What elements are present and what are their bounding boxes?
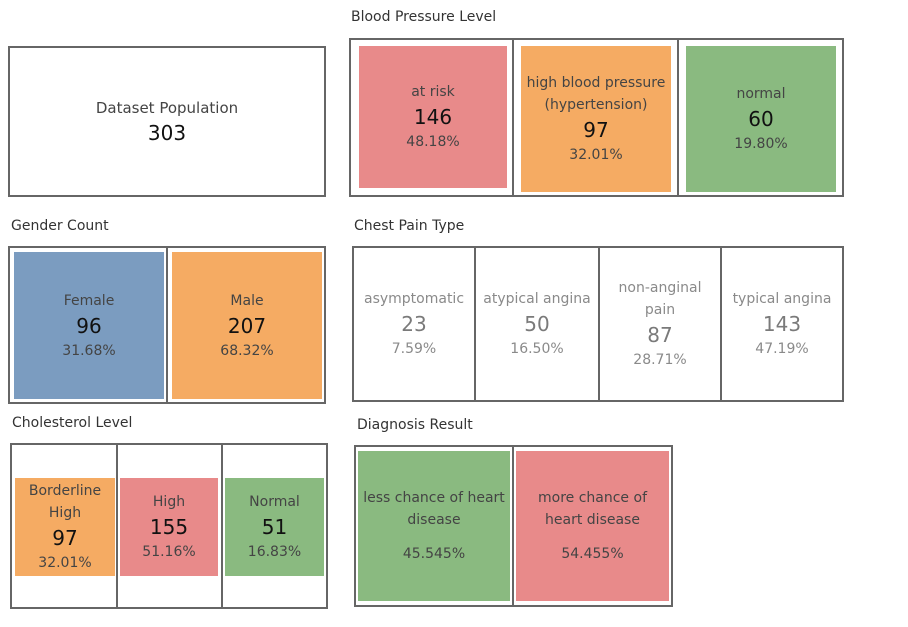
divider	[598, 248, 600, 400]
chest-pain-typical-cell[interactable]: typical angina 143 47.19%	[722, 248, 842, 400]
diagnosis-label: less chance of heart disease	[363, 490, 505, 528]
cholesterol-percent: 32.01%	[38, 555, 92, 571]
bp-label: high blood pressure (hypertension)	[526, 75, 666, 113]
cholesterol-percent: 16.83%	[247, 544, 302, 560]
bp-percent: 19.80%	[734, 136, 788, 152]
bp-normal-cell[interactable]: normal 60 19.80%	[686, 46, 836, 192]
divider	[221, 445, 223, 607]
cholesterol-value: 51	[261, 515, 288, 539]
divider	[677, 40, 679, 195]
gender-male-cell[interactable]: Male 207 68.32%	[172, 252, 322, 399]
chest-pain-percent: 16.50%	[510, 341, 564, 357]
chest-pain-label: atypical angina	[483, 291, 591, 307]
diagnosis-percent: 54.455%	[561, 546, 624, 562]
bp-label: at risk	[411, 84, 455, 100]
chest-pain-value: 87	[647, 323, 673, 347]
cholesterol-high-cell[interactable]: High 155 51.16%	[120, 478, 218, 576]
bp-value: 60	[748, 107, 774, 131]
diagnosis-percent: 45.545%	[402, 546, 466, 562]
divider	[166, 248, 168, 402]
chest-pain-asymptomatic-cell[interactable]: asymptomatic 23 7.59%	[354, 248, 474, 400]
chest-pain-label: typical angina	[732, 291, 832, 307]
diagnosis-panel: less chance of heart disease 45.545% mor…	[354, 445, 673, 607]
blood-pressure-title: Blood Pressure Level	[351, 9, 497, 25]
diagnosis-label: more chance of heart disease	[538, 490, 647, 528]
blood-pressure-panel: at risk 146 48.18% high blood pressure (…	[349, 38, 844, 197]
bp-label: normal	[736, 86, 786, 102]
cholesterol-label: Normal	[249, 494, 300, 510]
cholesterol-panel: Borderline High 97 32.01% High 155 51.16…	[10, 443, 328, 609]
bp-hypertension-cell[interactable]: high blood pressure (hypertension) 97 32…	[521, 46, 671, 192]
chest-pain-value: 143	[762, 312, 802, 336]
cholesterol-percent: 51.16%	[142, 544, 196, 560]
cholesterol-value: 97	[52, 526, 78, 550]
divider	[512, 447, 514, 605]
chest-pain-title: Chest Pain Type	[354, 218, 465, 234]
cholesterol-borderline-cell[interactable]: Borderline High 97 32.01%	[15, 478, 115, 576]
gender-percent: 68.32%	[220, 342, 274, 359]
gender-percent: 31.68%	[62, 342, 116, 359]
chest-pain-value: 50	[524, 312, 550, 336]
gender-value: 96	[76, 313, 102, 338]
chest-pain-percent: 28.71%	[633, 352, 687, 368]
cholesterol-normal-cell[interactable]: Normal 51 16.83%	[225, 478, 324, 576]
chest-pain-label: non-anginal pain	[618, 280, 702, 318]
population-card: Dataset Population 303	[8, 46, 326, 197]
bp-percent: 32.01%	[569, 147, 623, 163]
gender-label: Female	[63, 292, 115, 309]
cholesterol-title: Cholesterol Level	[12, 415, 133, 431]
bp-percent: 48.18%	[406, 134, 460, 150]
population-value: 303	[147, 120, 187, 145]
chest-pain-panel: asymptomatic 23 7.59% atypical angina 50…	[352, 246, 844, 402]
diagnosis-title: Diagnosis Result	[357, 417, 473, 433]
cholesterol-label: Borderline High	[28, 483, 102, 521]
cholesterol-label: High	[152, 494, 186, 510]
chest-pain-percent: 47.19%	[755, 341, 809, 357]
gender-value: 207	[227, 313, 267, 338]
chest-pain-label: asymptomatic	[363, 291, 465, 307]
divider	[116, 445, 118, 607]
chest-pain-non-anginal-cell[interactable]: non-anginal pain 87 28.71%	[600, 248, 720, 400]
cholesterol-value: 155	[149, 515, 189, 539]
gender-title: Gender Count	[11, 218, 109, 234]
gender-label: Male	[230, 292, 264, 309]
gender-female-cell[interactable]: Female 96 31.68%	[14, 252, 164, 399]
bp-value: 97	[583, 118, 609, 142]
divider	[720, 248, 722, 400]
diagnosis-more-chance-cell[interactable]: more chance of heart disease 54.455%	[516, 451, 669, 601]
bp-at-risk-cell[interactable]: at risk 146 48.18%	[359, 46, 507, 188]
divider	[512, 40, 514, 195]
chest-pain-atypical-cell[interactable]: atypical angina 50 16.50%	[476, 248, 598, 400]
population-label: Dataset Population	[95, 98, 239, 117]
chest-pain-value: 23	[401, 312, 427, 336]
chest-pain-percent: 7.59%	[391, 341, 437, 357]
gender-panel: Female 96 31.68% Male 207 68.32%	[8, 246, 326, 404]
diagnosis-less-chance-cell[interactable]: less chance of heart disease 45.545%	[358, 451, 510, 601]
divider	[474, 248, 476, 400]
bp-value: 146	[413, 105, 453, 129]
